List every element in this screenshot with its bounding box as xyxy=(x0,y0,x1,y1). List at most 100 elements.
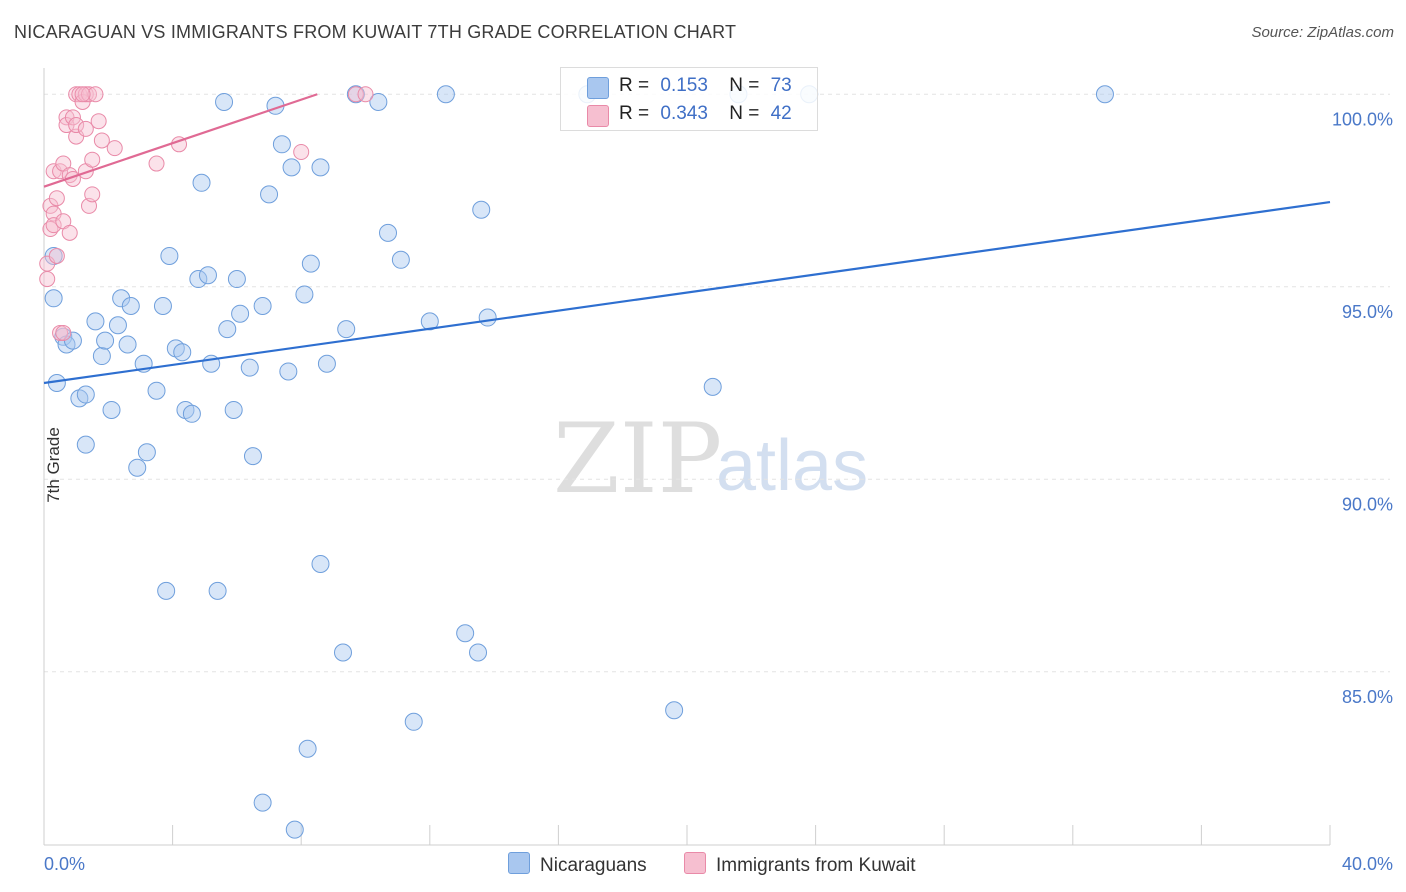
nicaraguans-point xyxy=(295,285,314,304)
kuwait-point xyxy=(148,155,165,172)
nicaraguans-point xyxy=(279,362,298,381)
nicaraguans-point xyxy=(92,347,111,366)
y-tick-label: 95.0% xyxy=(1342,302,1393,322)
kuwait-legend-swatch xyxy=(684,852,706,874)
nicaraguans-point xyxy=(337,320,356,339)
nicaraguans-point xyxy=(243,447,262,466)
nicaraguans-point xyxy=(472,200,491,219)
n-label: N = xyxy=(729,103,760,124)
x-tick-label-min: 0.0% xyxy=(44,854,85,874)
watermark: ZIP atlas xyxy=(553,403,868,515)
n-value-kuwait: 42 xyxy=(770,103,792,124)
kuwait-point xyxy=(39,271,56,288)
nicaraguans-point xyxy=(253,793,272,812)
gridlines xyxy=(44,93,1390,673)
nicaraguans-point xyxy=(478,308,497,327)
nicaraguans-point xyxy=(456,624,475,643)
kuwait-point xyxy=(87,86,104,103)
nicaraguans-point xyxy=(121,297,140,315)
nicaraguans-point xyxy=(192,173,211,192)
nicaraguans-point xyxy=(76,435,95,454)
nicaraguans-point xyxy=(333,643,352,662)
nicaraguans-point xyxy=(137,443,156,462)
nicaraguans-point xyxy=(301,254,320,273)
nicaraguans-point xyxy=(160,246,179,265)
x-tick-labels: 0.0% 40.0% xyxy=(44,854,1393,874)
nicaraguans-point xyxy=(311,554,330,573)
nicaraguans-point xyxy=(317,354,336,373)
kuwait-point xyxy=(84,186,101,203)
nicaraguans-point xyxy=(227,270,246,289)
nicaraguans-point xyxy=(102,400,121,419)
stats-legend-row-kuwait: R = 0.343 N = 42 xyxy=(587,103,792,127)
nicaraguans-point xyxy=(391,250,410,269)
nicaraguans-point xyxy=(420,312,439,331)
y-tick-label: 85.0% xyxy=(1342,687,1393,707)
kuwait-point xyxy=(74,86,91,103)
y-tick-labels: 85.0% 90.0% 95.0% 100.0% xyxy=(1332,109,1393,707)
stats-legend-row-nicaraguans: R = 0.153 N = 73 xyxy=(587,75,792,99)
kuwait-point xyxy=(293,144,310,160)
nicaraguans-point xyxy=(215,92,234,111)
nicaraguans-point xyxy=(1095,85,1114,104)
kuwait-point xyxy=(93,132,110,149)
watermark-atlas: atlas xyxy=(716,426,868,506)
r-value-nicaraguans: 0.153 xyxy=(660,75,708,96)
nicaraguans-point xyxy=(153,297,172,315)
nicaraguans-point xyxy=(86,312,105,331)
nicaraguans-point xyxy=(218,320,237,339)
y-tick-label: 100.0% xyxy=(1332,109,1393,129)
nicaraguans-point xyxy=(240,358,259,377)
kuwait-point xyxy=(347,86,364,103)
nicaraguans-point xyxy=(469,643,488,662)
nicaraguans-trend-line xyxy=(43,200,1331,385)
kuwait-point xyxy=(45,217,62,234)
kuwait-point xyxy=(357,86,374,103)
nicaraguans-point xyxy=(208,581,227,600)
kuwait-point xyxy=(55,324,72,341)
kuwait-point xyxy=(77,120,94,137)
nicaraguans-point xyxy=(198,266,217,285)
n-label: N = xyxy=(729,75,760,96)
nicaraguans-point xyxy=(436,85,455,104)
nicaraguans-swatch xyxy=(587,77,609,99)
nicaraguans-point xyxy=(108,316,127,335)
nicaraguans-point xyxy=(128,458,147,477)
stats-legend: R = 0.153 N = 73 R = 0.343 N = 42 xyxy=(560,67,818,131)
watermark-zip: ZIP xyxy=(553,403,722,515)
nicaraguans-point xyxy=(404,712,423,731)
nicaraguans-legend-swatch xyxy=(508,852,530,874)
nicaraguans-point xyxy=(112,289,131,308)
kuwait-swatch xyxy=(587,105,609,127)
nicaraguans-point xyxy=(147,381,166,400)
nicaraguans-point xyxy=(703,377,722,396)
nicaraguans-point xyxy=(346,85,365,104)
nicaraguans-point xyxy=(369,92,388,111)
nicaraguans-point xyxy=(231,304,250,323)
nicaraguans-point xyxy=(285,820,304,839)
kuwait-point xyxy=(106,140,123,157)
nicaraguans-point xyxy=(189,270,208,289)
r-value-kuwait: 0.343 xyxy=(660,103,708,124)
y-tick-label: 90.0% xyxy=(1342,494,1393,514)
nicaraguans-point xyxy=(44,289,63,308)
nicaraguans-point xyxy=(224,400,243,419)
chart-title: NICARAGUAN VS IMMIGRANTS FROM KUWAIT 7TH… xyxy=(14,22,737,42)
kuwait-point xyxy=(81,86,98,103)
legend-label-kuwait: Immigrants from Kuwait xyxy=(716,855,916,876)
nicaraguans-point xyxy=(182,404,201,423)
nicaraguans-point xyxy=(282,158,301,177)
nicaraguans-point xyxy=(379,223,398,242)
r-label: R = xyxy=(619,75,650,96)
nicaraguans-point xyxy=(76,385,95,404)
kuwait-point xyxy=(48,247,65,264)
legend-item-nicaraguans: Nicaraguans xyxy=(508,852,647,877)
legend-item-kuwait: Immigrants from Kuwait xyxy=(684,852,916,877)
kuwait-point xyxy=(90,113,107,130)
kuwait-point xyxy=(68,117,85,134)
kuwait-point xyxy=(84,151,101,168)
nicaraguans-point xyxy=(96,331,115,350)
nicaraguans-point xyxy=(272,135,291,154)
kuwait-point xyxy=(48,190,65,207)
nicaraguans-point xyxy=(118,335,137,354)
